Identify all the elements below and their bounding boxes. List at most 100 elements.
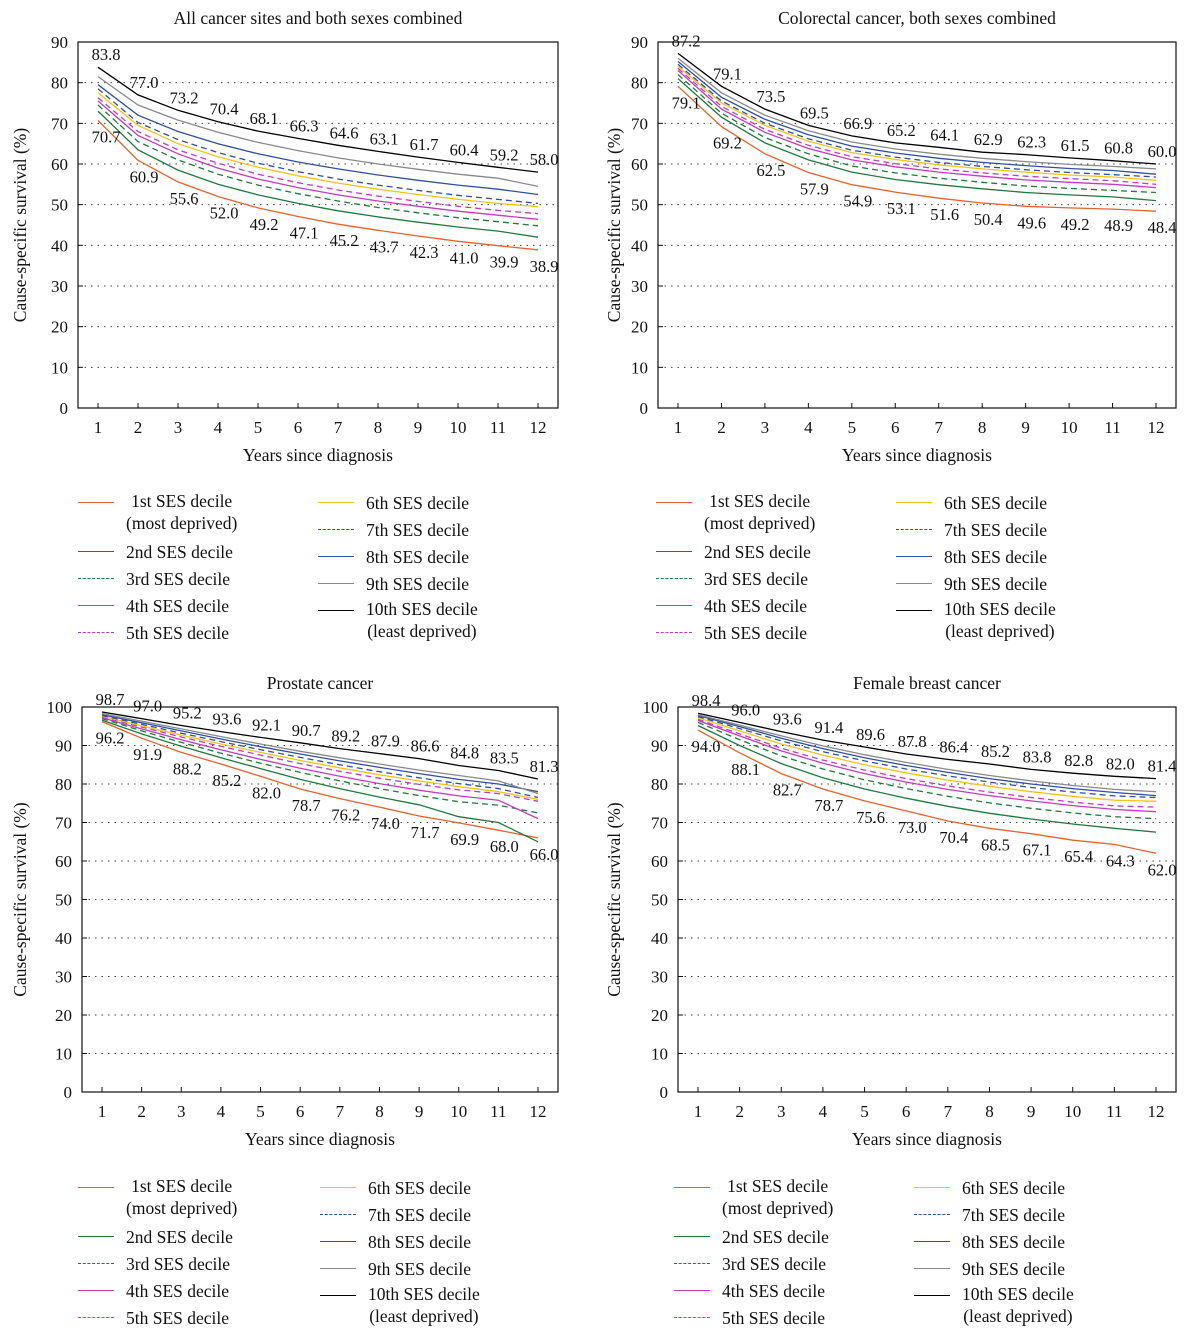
x-tick-label: 8: [985, 1102, 994, 1121]
data-label: 38.9: [530, 257, 559, 276]
data-label: 68.1: [250, 109, 279, 128]
y-tick-label: 0: [64, 1083, 73, 1102]
y-tick-label: 20: [651, 1006, 668, 1025]
data-label: 79.1: [713, 64, 742, 83]
data-label: 82.8: [1064, 751, 1093, 770]
legend-line-swatch: [656, 605, 692, 606]
legend-item: 4th SES decile: [78, 1278, 237, 1305]
data-label: 48.4: [1148, 218, 1177, 237]
x-tick-label: 4: [214, 418, 223, 437]
legend-item: 3rd SES decile: [674, 1251, 833, 1278]
data-label: 88.2: [173, 759, 202, 778]
y-tick-label: 50: [651, 891, 668, 910]
legend-item: 2nd SES decile: [656, 539, 815, 566]
x-tick-label: 6: [891, 418, 900, 437]
data-label: 71.7: [411, 823, 440, 842]
y-tick-label: 40: [55, 929, 72, 948]
x-tick-label: 4: [217, 1102, 226, 1121]
data-label: 94.0: [692, 737, 721, 756]
legend-label: 9th SES decile: [944, 574, 1048, 594]
legend-label: 3rd SES decile: [704, 569, 809, 589]
series-line: [101, 712, 539, 795]
x-axis-label: Years since diagnosis: [842, 445, 992, 465]
legend-line-swatch: [914, 1187, 950, 1188]
y-tick-label: 10: [651, 1045, 668, 1064]
legend-item: 5th SES decile: [656, 620, 815, 647]
legend-item: 6th SES decile: [320, 1175, 480, 1202]
legend-item: 9th SES decile: [896, 571, 1056, 598]
y-tick-label: 0: [660, 1083, 669, 1102]
legend-item: 8th SES decile: [914, 1229, 1074, 1256]
data-label: 70.4: [939, 828, 968, 847]
data-label: 60.8: [1104, 139, 1133, 158]
data-label: 87.2: [672, 31, 701, 50]
series-line: [101, 714, 539, 793]
legend-line-swatch: [78, 578, 114, 579]
legend-line-swatch: [78, 1263, 114, 1264]
legend-item: 8th SES decile: [318, 544, 478, 571]
data-label: 69.5: [800, 103, 829, 122]
y-tick-label: 90: [55, 737, 72, 756]
legend-item: 6th SES decile: [896, 490, 1056, 517]
data-label: 84.8: [450, 744, 479, 763]
legend-item: 7th SES decile: [318, 517, 478, 544]
legend-line-swatch: [896, 556, 932, 557]
series-line: [101, 721, 539, 839]
series-line: [677, 63, 1157, 178]
legend-label: 5th SES decile: [722, 1308, 826, 1328]
legend-line-swatch: [674, 1317, 710, 1318]
legend-line-swatch: [914, 1268, 950, 1269]
y-tick-label: 80: [55, 775, 72, 794]
chart-svg-colorectal: Colorectal cancer, both sexes combined 0 1…: [604, 8, 1177, 465]
series-line: [697, 715, 1157, 799]
data-label: 77.0: [130, 73, 159, 92]
data-label: 98.7: [96, 690, 125, 709]
x-tick-label: 2: [735, 1102, 744, 1121]
legend-line-swatch: [320, 1268, 356, 1269]
data-label: 67.1: [1023, 841, 1052, 860]
y-tick-label: 30: [631, 277, 648, 296]
data-label: 76.2: [331, 806, 360, 825]
legend-label: 6th SES decile: [962, 1178, 1066, 1198]
data-label: 82.7: [773, 781, 802, 800]
data-label: 86.6: [411, 737, 440, 756]
y-tick-label: 0: [640, 399, 649, 418]
data-label: 69.9: [450, 830, 479, 849]
y-tick-label: 0: [60, 399, 69, 418]
legend-label: 1st SES decile (most deprived): [722, 1176, 834, 1218]
x-tick-label: 6: [296, 1102, 305, 1121]
data-label: 74.0: [371, 814, 400, 833]
data-label: 39.9: [490, 253, 519, 272]
series-line: [101, 717, 539, 814]
legend-line-swatch: [674, 1187, 710, 1188]
y-tick-label: 20: [631, 318, 648, 337]
data-label: 70.4: [210, 100, 239, 119]
x-tick-label: 4: [804, 418, 813, 437]
x-axis-label: Years since diagnosis: [852, 1129, 1002, 1149]
x-tick-label: 11: [490, 418, 506, 437]
legend-item: 7th SES decile: [914, 1202, 1074, 1229]
y-tick-label: 70: [55, 814, 72, 833]
data-label: 93.6: [773, 710, 802, 729]
data-label: 54.9: [843, 192, 872, 211]
data-label: 59.2: [490, 145, 519, 164]
legend-item: 7th SES decile: [320, 1202, 480, 1229]
data-label: 62.5: [756, 161, 785, 180]
legend-item: 1st SES decile (most deprived): [674, 1175, 833, 1219]
legend-line-swatch: [656, 578, 692, 579]
data-label: 69.2: [713, 134, 742, 153]
data-label: 78.7: [292, 796, 321, 815]
legend-item: 5th SES decile: [674, 1305, 833, 1332]
y-tick-label: 40: [51, 236, 68, 255]
data-label: 55.6: [170, 189, 199, 208]
legend-label: 7th SES decile: [368, 1205, 472, 1225]
data-label: 87.9: [371, 732, 400, 751]
data-label: 64.3: [1106, 851, 1135, 870]
legend-label: 4th SES decile: [126, 1281, 230, 1301]
series-line: [97, 100, 539, 220]
legend-line-swatch: [914, 1214, 950, 1215]
legend-label: 2nd SES decile: [722, 1227, 829, 1247]
series-line: [697, 714, 1157, 797]
x-axis-label: Years since diagnosis: [243, 445, 393, 465]
